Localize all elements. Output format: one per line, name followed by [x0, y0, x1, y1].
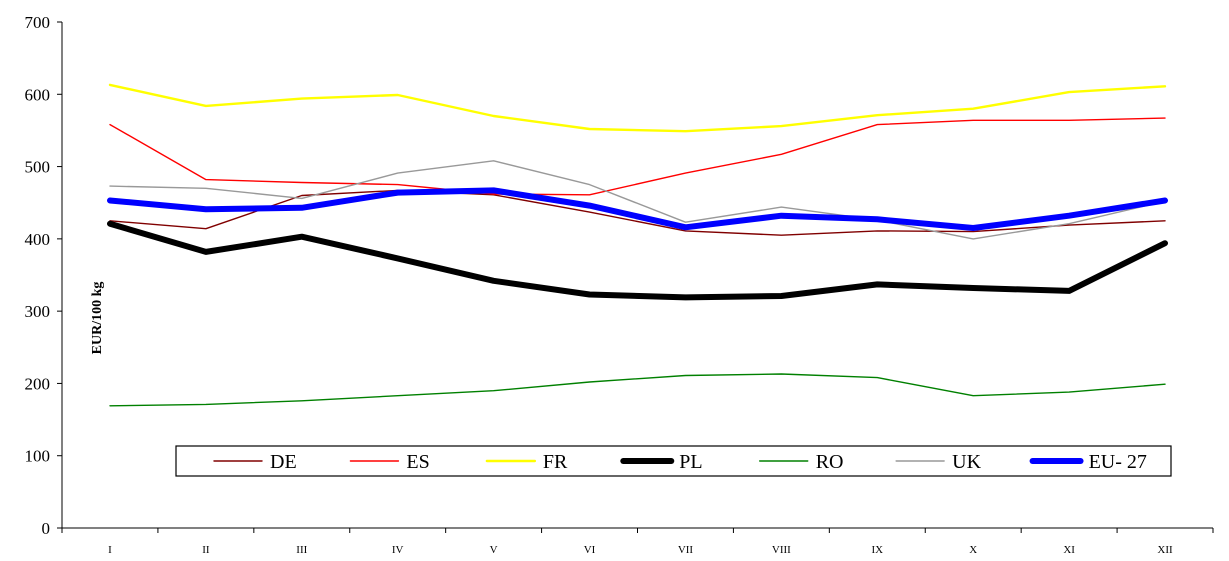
y-tick-label: 300: [25, 302, 51, 321]
x-tick-label: V: [490, 544, 498, 556]
x-tick-label: IV: [392, 544, 404, 556]
y-tick-label: 100: [25, 447, 51, 466]
legend-label-es: ES: [406, 451, 429, 473]
x-tick-label: VI: [584, 544, 596, 556]
y-tick-label: 0: [42, 519, 51, 538]
y-tick-label: 600: [25, 85, 51, 104]
y-tick-label: 400: [25, 230, 51, 249]
legend-label-eu27: EU- 27: [1089, 451, 1147, 473]
series-line-es: [109, 117, 1166, 196]
legend-label-ro: RO: [816, 451, 844, 473]
x-tick-label: III: [296, 544, 307, 556]
series-line-de: [109, 189, 1166, 236]
series-line-fr: [108, 83, 1167, 133]
x-tick-label: X: [969, 544, 977, 556]
legend-label-fr: FR: [543, 451, 568, 473]
y-tick-label: 700: [25, 13, 51, 32]
series-line-ro: [109, 373, 1166, 407]
x-tick-label: I: [108, 544, 112, 556]
x-tick-label: XII: [1157, 544, 1173, 556]
x-tick-label: VII: [678, 544, 694, 556]
series-line-uk: [109, 160, 1166, 240]
x-tick-label: II: [202, 544, 210, 556]
y-tick-label: 500: [25, 158, 51, 177]
legend-label-uk: UK: [952, 451, 981, 473]
legend-label-pl: PL: [679, 451, 702, 473]
series-line-pl: [107, 220, 1168, 301]
x-tick-label: IX: [871, 544, 883, 556]
y-tick-label: 200: [25, 374, 51, 393]
x-tick-label: VIII: [772, 544, 791, 556]
y-axis-label: EUR/100 kg: [90, 282, 105, 355]
legend: DE ES FR PL RO UK EU- 27: [175, 445, 1172, 477]
legend-label-de: DE: [270, 451, 297, 473]
x-tick-label: XI: [1063, 544, 1075, 556]
series-line-eu27: [107, 187, 1168, 231]
series-lines: [107, 83, 1168, 407]
